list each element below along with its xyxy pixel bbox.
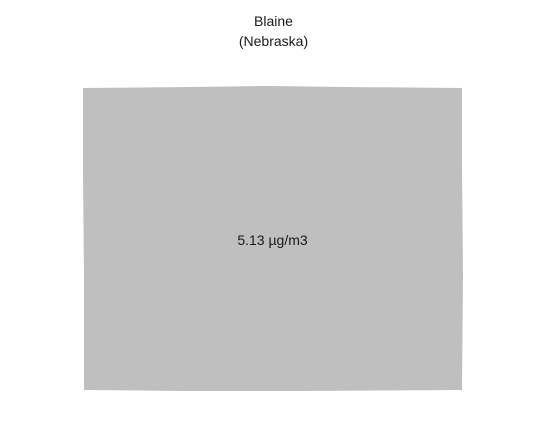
map-title: Blaine (Nebraska)	[0, 11, 547, 51]
county-name: Blaine	[254, 13, 293, 29]
state-name: (Nebraska)	[238, 33, 309, 49]
county-region-blaine	[83, 86, 463, 391]
value-label: 5.13 µg/m3	[237, 232, 308, 248]
